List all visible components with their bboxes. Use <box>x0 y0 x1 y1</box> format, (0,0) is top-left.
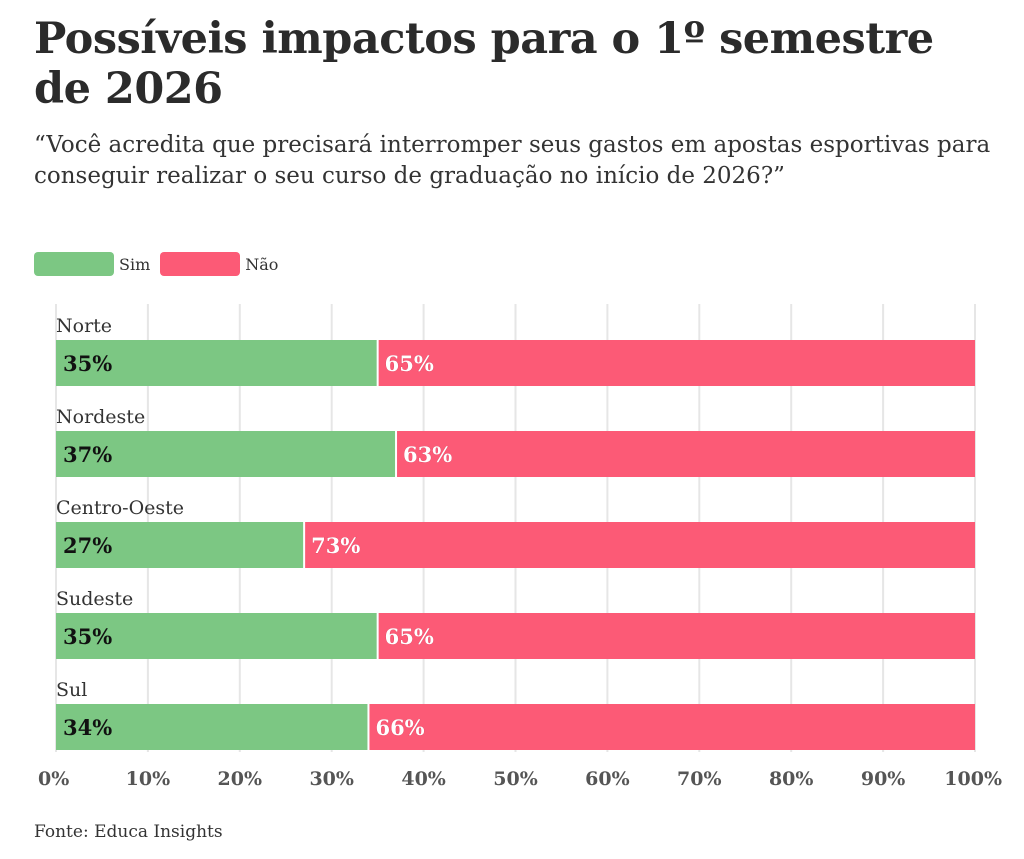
data-label-nao: 65% <box>385 351 434 376</box>
category-label: Nordeste <box>56 406 145 428</box>
x-tick-label: 50% <box>493 768 538 790</box>
legend-swatch-nao <box>160 252 241 276</box>
x-tick-label: 0% <box>38 768 69 790</box>
legend-label-sim: Sim <box>119 254 151 274</box>
x-tick-label: 90% <box>861 768 906 790</box>
x-tick-label: 70% <box>677 768 722 790</box>
chart-subtitle: “Você acredita que precisará interromper… <box>34 132 991 189</box>
legend-item-sim: Sim <box>34 252 150 276</box>
data-label-sim: 27% <box>63 533 112 558</box>
bar-nao <box>397 431 975 477</box>
category-label: Sul <box>56 679 87 701</box>
data-label-sim: 37% <box>63 442 112 467</box>
source-note: Fonte: Educa Insights <box>34 822 223 842</box>
bar-sim <box>56 704 368 750</box>
data-label-nao: 66% <box>375 715 424 740</box>
stacked-bar-chart: Norte 35% 65% Nordeste 37% 63% Centro-Oeste 27%… <box>38 304 1002 790</box>
bar-sim <box>56 613 377 659</box>
bar-nao <box>378 613 975 659</box>
bar-sim <box>56 340 377 386</box>
bar-nao <box>305 522 975 568</box>
bar-nao <box>378 340 975 386</box>
category-label: Norte <box>56 315 112 337</box>
data-label-sim: 35% <box>63 351 112 376</box>
data-label-sim: 34% <box>63 715 112 740</box>
chart-title: Possíveis impactos para o 1º semestre de… <box>34 14 934 114</box>
x-tick-label: 100% <box>944 768 1002 790</box>
x-tick-label: 60% <box>585 768 630 790</box>
x-tick-label: 40% <box>401 768 446 790</box>
bar-nao <box>369 704 976 750</box>
category-label: Centro-Oeste <box>56 497 184 519</box>
bar-sim <box>56 431 396 477</box>
category-label: Sudeste <box>56 588 133 610</box>
data-label-nao: 65% <box>385 624 434 649</box>
bar-sim <box>56 522 304 568</box>
legend-label-nao: Não <box>245 254 279 274</box>
x-tick-label: 30% <box>309 768 354 790</box>
data-label-sim: 35% <box>63 624 112 649</box>
data-label-nao: 73% <box>311 533 360 558</box>
legend-swatch-sim <box>34 252 114 276</box>
data-label-nao: 63% <box>403 442 452 467</box>
x-tick-label: 80% <box>769 768 814 790</box>
legend: Sim Não <box>34 252 288 276</box>
x-tick-label: 20% <box>218 768 263 790</box>
x-tick-label: 10% <box>126 768 171 790</box>
legend-item-nao: Não <box>160 252 278 276</box>
